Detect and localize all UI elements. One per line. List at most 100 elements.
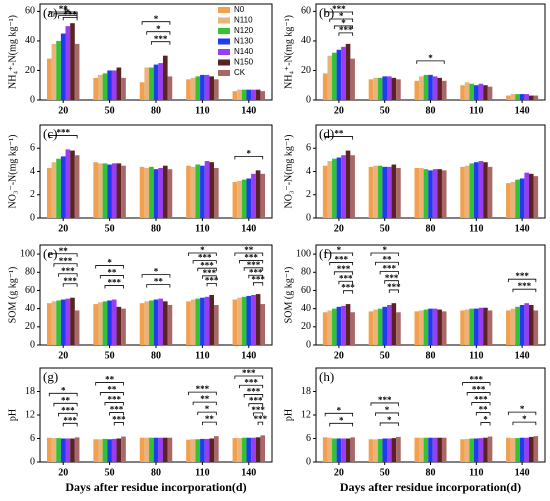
significance-bracket (248, 403, 264, 407)
bar (209, 76, 214, 100)
significance-bracket (329, 422, 354, 427)
legend-label: N0 (234, 5, 245, 14)
bar (332, 158, 337, 218)
significance-label: ** (107, 385, 117, 395)
significance-bracket (192, 260, 217, 264)
bar (515, 94, 520, 100)
bar (469, 438, 475, 462)
bar (98, 439, 103, 462)
legend-swatch (218, 38, 230, 45)
bar (167, 169, 173, 218)
significance-label: *** (196, 384, 210, 394)
bar (350, 58, 355, 100)
bar (162, 301, 168, 345)
bar (237, 438, 242, 462)
significance-bracket (512, 288, 537, 293)
x-tick-label: 50 (105, 350, 115, 361)
bar (56, 158, 61, 218)
significance-bracket (197, 267, 217, 272)
y-tick-label: 40 (301, 35, 311, 46)
x-tick-label: 50 (380, 105, 390, 116)
bar (232, 299, 238, 345)
bar (153, 299, 159, 345)
x-tick-label: 140 (241, 105, 256, 116)
bar (260, 435, 266, 462)
bar (327, 437, 333, 462)
bar (65, 149, 71, 218)
significance-bracket (375, 412, 399, 416)
significance-label: *** (474, 395, 488, 405)
significance-label: *** (387, 282, 401, 292)
significance-label: * (428, 53, 433, 63)
bar (487, 166, 493, 218)
significance-bracket (243, 394, 264, 398)
x-tick-label: 20 (334, 350, 344, 361)
bar (336, 49, 342, 100)
legend-swatch (218, 7, 230, 13)
bar (332, 438, 337, 462)
significance-bracket (95, 382, 124, 386)
bar (162, 55, 168, 100)
bar (214, 305, 219, 345)
bar (186, 439, 191, 462)
bar (190, 166, 196, 218)
bar (464, 82, 470, 100)
significance-bracket (253, 412, 264, 416)
significance-label: * (387, 415, 392, 425)
bar (214, 436, 219, 462)
significance-label: * (337, 245, 342, 255)
bar (437, 169, 442, 218)
x-tick-label: 110 (469, 350, 483, 361)
x-tick-label: 80 (151, 105, 161, 116)
bar (510, 94, 516, 100)
bar (46, 168, 52, 218)
x-tick-label: 50 (380, 350, 390, 361)
significance-bracket (333, 271, 354, 275)
significance-label: *** (198, 253, 212, 263)
significance-bracket (141, 21, 171, 25)
bar (386, 305, 392, 345)
x-axis-label: Days after residue incorporation(d) (340, 480, 521, 494)
x-tick-label: 140 (515, 223, 530, 234)
significance-bracket (466, 392, 491, 396)
y-tick-label: 0 (30, 456, 35, 467)
significance-bracket (384, 280, 399, 284)
legend-swatch (218, 59, 230, 66)
bar (391, 438, 397, 462)
bar (251, 437, 256, 462)
bar (200, 165, 205, 218)
significance-bracket (48, 392, 78, 397)
bar (149, 166, 154, 218)
bar (506, 310, 511, 345)
bar (98, 302, 103, 345)
bar (478, 83, 484, 100)
y-tick-label: 0 (30, 212, 35, 223)
bar (396, 168, 401, 218)
bar (419, 310, 424, 345)
bar (144, 168, 150, 218)
x-tick-label: 20 (58, 350, 68, 361)
significance-bracket (329, 18, 354, 22)
bar (373, 77, 378, 100)
bar (139, 303, 145, 345)
y-tick-label: 0 (30, 339, 35, 350)
bar (246, 295, 252, 345)
significance-bracket (48, 135, 78, 139)
bar (506, 437, 511, 462)
significance-bracket (113, 422, 124, 426)
bar (419, 168, 424, 218)
legend-label: N140 (234, 47, 254, 56)
bar (158, 298, 163, 345)
bar (121, 77, 126, 100)
bar (98, 163, 103, 218)
significance-label: ** (200, 394, 210, 404)
significance-bracket (329, 262, 354, 266)
panel-label: (b) (319, 5, 334, 20)
bar (121, 436, 126, 462)
bar (336, 438, 342, 462)
bar (139, 437, 145, 462)
panel: 0 2 4 6 20 50 80 110 140 **(d) NO₃⁻-N(mg kg⁻¹) (283, 124, 546, 234)
significance-bracket (234, 155, 264, 160)
